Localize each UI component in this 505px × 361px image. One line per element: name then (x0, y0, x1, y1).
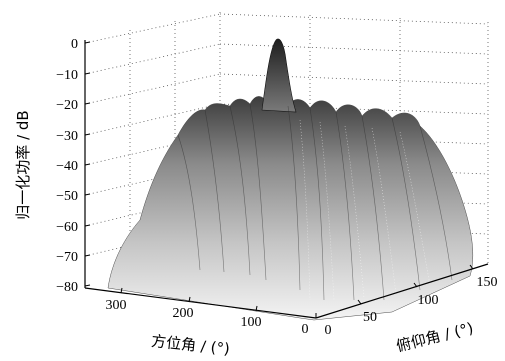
z-axis-label: 归一化功率 / dB (14, 110, 32, 219)
y-tick-labels: 0 50 100 150 (325, 275, 498, 338)
z-tick-label: −80 (56, 280, 78, 295)
z-tick-label: −10 (56, 68, 78, 83)
y-tick-label: 150 (477, 275, 498, 290)
main-lobe (261, 38, 297, 113)
z-tick-label: −60 (56, 220, 78, 235)
x-tick-label: 200 (173, 306, 194, 321)
x-tick-label: 0 (302, 322, 309, 337)
z-tick-labels: 0 −10 −20 −30 −40 −50 −60 −70 −80 (56, 37, 78, 295)
z-tick-label: −50 (56, 189, 78, 204)
y-tick-label: 0 (325, 323, 332, 338)
z-tick-label: −70 (56, 250, 78, 265)
surface (107, 38, 474, 321)
front-axes (84, 40, 489, 319)
x-tick-label: 300 (106, 298, 127, 313)
z-tick-label: 0 (71, 37, 78, 52)
z-tick-label: −20 (56, 98, 78, 113)
z-tick-label: −30 (56, 129, 78, 144)
y-axis-line (315, 263, 489, 319)
y-tick-label: 50 (363, 310, 377, 325)
x-tick-label: 100 (241, 315, 262, 330)
surface-mesh (299, 119, 431, 301)
x-tick-labels: 300 200 100 0 (106, 298, 309, 337)
x-axis-line (84, 287, 317, 319)
y-tick-label: 100 (418, 293, 439, 308)
x-axis-label: 方位角 / (°) (150, 332, 230, 358)
z-tick-label: −40 (56, 159, 78, 174)
surface-ridges (177, 103, 453, 301)
y-axis-label: 俯仰角 / (°) (394, 319, 475, 356)
tick-marks (84, 41, 474, 318)
